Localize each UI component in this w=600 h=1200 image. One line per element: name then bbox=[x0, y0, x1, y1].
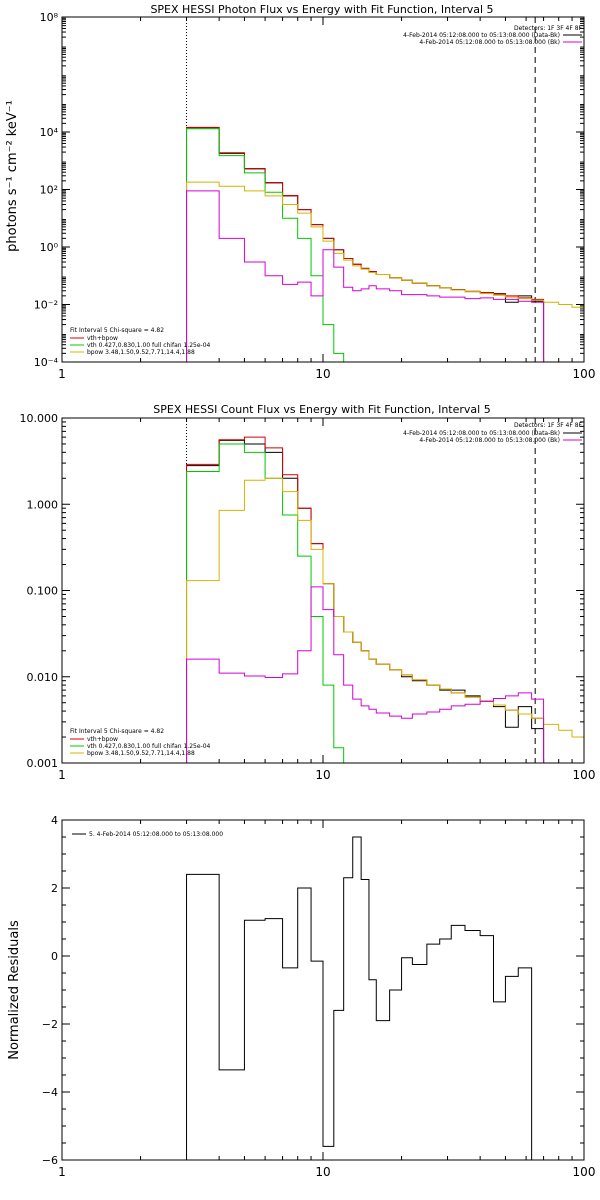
photon-legend-vth-text: vth 0.427,0.830,1.00 full chifan 1.25e-0… bbox=[87, 342, 211, 349]
photon-y-ticklabel: 10⁻² bbox=[34, 299, 58, 312]
count-vth-series bbox=[186, 443, 353, 764]
residuals-panel: Normalized Residuals 1 10 100 −6 −4 −2 0 2 4 5. … bbox=[7, 814, 595, 1179]
residuals-x-ticklabel: 10 bbox=[315, 1165, 330, 1179]
residuals-y-ticklabel: 0 bbox=[51, 950, 58, 963]
count-y-ticklabel: 0.100 bbox=[27, 585, 59, 598]
count-flux-panel: SPEX HESSI Count Flux vs Energy with Fit… bbox=[20, 403, 596, 782]
residuals-y-ticklabel: −2 bbox=[42, 1018, 58, 1031]
photon-flux-panel: SPEX HESSI Photon Flux vs Energy with Fi… bbox=[5, 3, 595, 381]
photon-ylabel: photons s⁻¹ cm⁻² keV⁻¹ bbox=[5, 100, 20, 252]
count-detectors-label: Detectors: 1F 3F 4F 8F bbox=[514, 422, 583, 429]
photon-legend-fit-text: vth+bpow bbox=[87, 335, 118, 342]
photon-vth-series bbox=[186, 128, 353, 363]
count-y-ticklabel: 0.001 bbox=[27, 757, 59, 770]
photon-legend-bk-text: 4-Feb-2014 05:12:08.000 to 05:13:08.000 … bbox=[419, 39, 560, 46]
photon-x-ticklabel: 1 bbox=[58, 367, 66, 381]
residuals-ylabel: Normalized Residuals bbox=[7, 920, 22, 1060]
photon-bk-series bbox=[186, 190, 545, 362]
photon-bpow-series bbox=[186, 181, 585, 362]
photon-x-ticklabel: 100 bbox=[573, 367, 596, 381]
residuals-x-ticklabel: 1 bbox=[58, 1165, 66, 1179]
count-legend-fit-text: vth+bpow bbox=[87, 736, 118, 743]
residuals-y-ticklabel: 4 bbox=[51, 814, 58, 827]
photon-legend-right: Detectors: 1F 3F 4F 8F 4-Feb-2014 05:12:… bbox=[403, 25, 582, 46]
photon-legend-left: Fit Interval 5 Chi-square = 4.82 vth+bpo… bbox=[70, 327, 211, 356]
count-data-series bbox=[186, 439, 545, 763]
count-y-ticklabel: 10.000 bbox=[20, 412, 59, 425]
photon-legend-bpow-text: bpow 3.48,1.50,9.52,7.71,14.4,1.88 bbox=[87, 349, 195, 356]
photon-plot-frame bbox=[61, 16, 585, 363]
photon-y-ticklabel: 10⁴ bbox=[40, 126, 59, 139]
count-x-ticklabel: 10 bbox=[315, 768, 330, 782]
count-plot-frame bbox=[61, 417, 585, 764]
count-fit-info: Fit Interval 5 Chi-square = 4.82 bbox=[70, 728, 164, 735]
count-legend-left: Fit Interval 5 Chi-square = 4.82 vth+bpo… bbox=[70, 728, 211, 757]
photon-legend-data-text: 4-Feb-2014 05:12:08.000 to 05:13:08.000 … bbox=[403, 32, 560, 39]
photon-y-ticklabel: 10⁸ bbox=[40, 11, 59, 24]
photon-fit-info: Fit Interval 5 Chi-square = 4.82 bbox=[70, 327, 164, 334]
photon-x-ticklabel: 10 bbox=[315, 367, 330, 381]
residuals-y-ticklabel: −4 bbox=[42, 1086, 58, 1099]
photon-title: SPEX HESSI Photon Flux vs Energy with Fi… bbox=[150, 3, 493, 16]
residuals-legend-text: 5. 4-Feb-2014 05:12:08.000 to 05:13:08.0… bbox=[89, 831, 223, 838]
photon-data-series bbox=[186, 127, 545, 362]
count-bpow-series bbox=[186, 477, 585, 763]
count-legend-data-text: 4-Feb-2014 05:12:08.000 to 05:13:08.000 … bbox=[403, 430, 560, 437]
photon-y-ticklabel: 10⁰ bbox=[40, 241, 59, 254]
residuals-x-ticklabel: 100 bbox=[573, 1165, 596, 1179]
count-title: SPEX HESSI Count Flux vs Energy with Fit… bbox=[153, 403, 490, 416]
photon-y-ticklabel: 10² bbox=[40, 184, 58, 197]
residuals-legend: 5. 4-Feb-2014 05:12:08.000 to 05:13:08.0… bbox=[72, 831, 223, 838]
count-legend-vth-text: vth 0.427,0.830,1.00 full chifan 1.25e-0… bbox=[87, 743, 211, 750]
count-bk-series bbox=[186, 586, 545, 763]
residuals-y-ticklabel: 2 bbox=[51, 882, 58, 895]
count-x-ticklabel: 1 bbox=[58, 768, 66, 782]
count-fit-series bbox=[186, 436, 545, 763]
residuals-data-series bbox=[186, 836, 533, 1160]
photon-detectors-label: Detectors: 1F 3F 4F 8F bbox=[514, 25, 583, 32]
residuals-y-ticklabel: −6 bbox=[42, 1154, 58, 1167]
count-x-ticklabel: 100 bbox=[573, 768, 596, 782]
photon-fit-series bbox=[186, 126, 545, 362]
count-legend-bpow-text: bpow 3.48,1.50,9.52,7.71,14.4,1.88 bbox=[87, 750, 195, 757]
count-legend-bk-text: 4-Feb-2014 05:12:08.000 to 05:13:08.000 … bbox=[419, 437, 560, 444]
count-legend-right: Detectors: 1F 3F 4F 8F 4-Feb-2014 05:12:… bbox=[403, 422, 582, 444]
count-y-ticklabel: 0.010 bbox=[27, 671, 59, 684]
photon-y-ticklabel: 10⁻⁴ bbox=[34, 356, 59, 369]
count-y-ticklabel: 1.000 bbox=[27, 498, 59, 511]
residuals-plot-frame bbox=[61, 819, 585, 1161]
